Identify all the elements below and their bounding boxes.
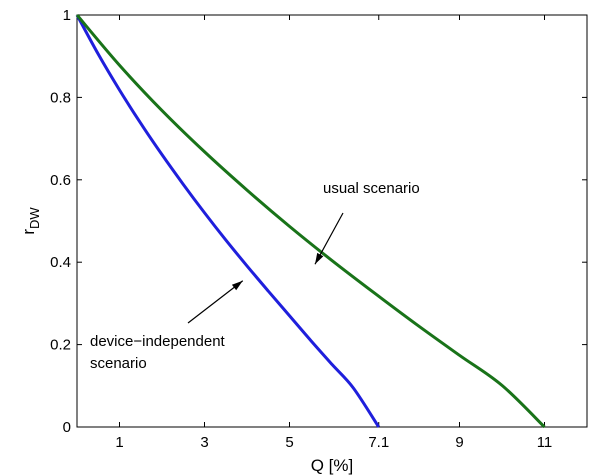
annotation-device-independent-line2: scenario xyxy=(90,355,147,372)
y-tick-label: 0.4 xyxy=(50,254,71,271)
x-tick-label: 1 xyxy=(115,434,123,451)
x-tick-label: 9 xyxy=(455,434,463,451)
annotation-arrow-usual xyxy=(314,212,344,265)
annotation-arrow-device-independent xyxy=(187,280,244,324)
y-tick-label: 0.6 xyxy=(50,172,71,189)
annotations-layer: usual scenario device−independent scenar… xyxy=(90,180,420,372)
axis-ticks: 1 3 5 7.1 9 11 0 0.2 0.4 0.6 0.8 1 xyxy=(50,7,587,451)
plot-frame xyxy=(76,14,588,428)
x-tick-label: 11 xyxy=(537,434,553,451)
annotation-device-independent-line1: device−independent xyxy=(90,333,226,350)
series-layer xyxy=(75,14,546,429)
y-tick-label: 0.8 xyxy=(50,89,71,106)
x-axis-label: Q [%] xyxy=(311,456,354,475)
y-tick-label: 0.2 xyxy=(50,337,71,354)
y-axis-label-sub: DW xyxy=(27,207,42,229)
y-tick-label: 1 xyxy=(63,7,71,24)
x-tick-label: 3 xyxy=(200,434,208,451)
series-line-1 xyxy=(75,14,381,428)
annotation-usual-scenario: usual scenario xyxy=(323,180,420,197)
y-axis-label-main: r xyxy=(19,229,38,235)
series-line-2 xyxy=(75,14,546,429)
x-tick-label: 7.1 xyxy=(368,434,389,451)
y-axis-label: rDW xyxy=(19,207,42,235)
x-tick-label: 5 xyxy=(285,434,293,451)
y-tick-label: 0 xyxy=(63,419,71,436)
svg-text:rDW: rDW xyxy=(19,207,42,235)
